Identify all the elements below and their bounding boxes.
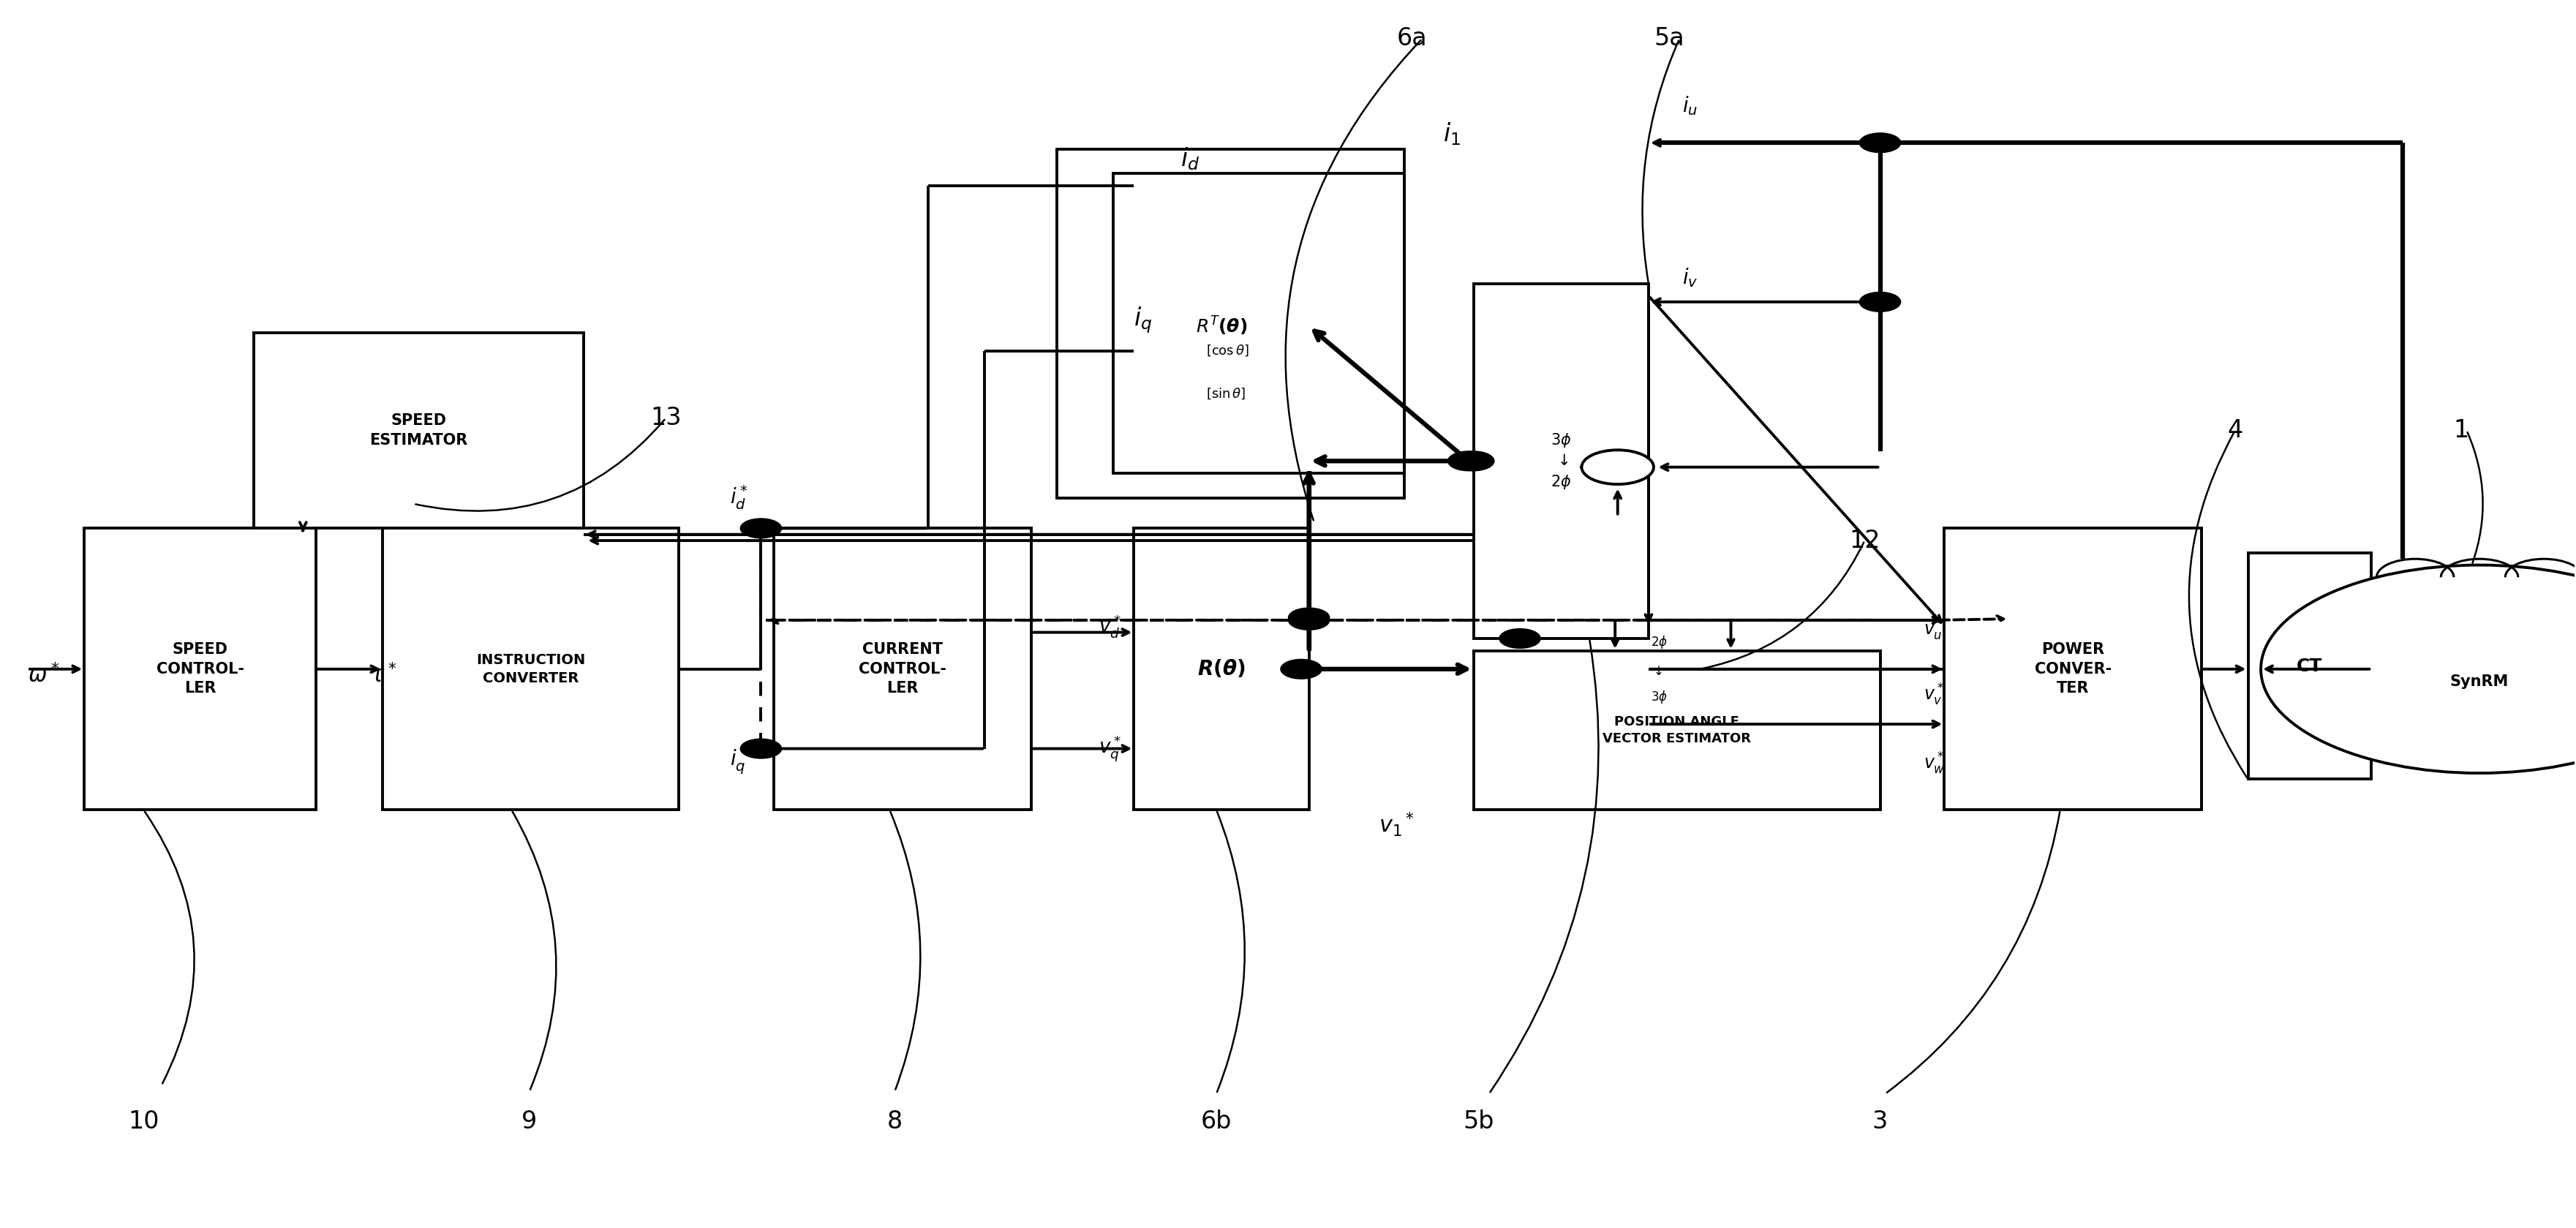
Bar — [1473, 651, 1880, 809]
Text: POSITION ANGLE
VECTOR ESTIMATOR: POSITION ANGLE VECTOR ESTIMATOR — [1602, 715, 1752, 745]
Text: $i_q$: $i_q$ — [1133, 306, 1151, 335]
Text: POWER
CONVER-
TER: POWER CONVER- TER — [2035, 642, 2110, 696]
Text: $[\cos\theta]$: $[\cos\theta]$ — [1206, 344, 1249, 359]
Circle shape — [1288, 610, 1329, 630]
Bar — [1473, 284, 1649, 639]
Text: $i_v$: $i_v$ — [1682, 266, 1698, 289]
Circle shape — [739, 518, 781, 538]
Text: $i_w$: $i_w$ — [1582, 456, 1600, 479]
Text: $\boldsymbol{i_1}$: $\boldsymbol{i_1}$ — [1443, 122, 1461, 147]
Circle shape — [1280, 659, 1321, 679]
Text: SPEED
CONTROL-
LER: SPEED CONTROL- LER — [157, 642, 245, 696]
Text: 12: 12 — [1850, 528, 1880, 553]
Circle shape — [1860, 292, 1901, 312]
Text: SPEED
ESTIMATOR: SPEED ESTIMATOR — [368, 414, 469, 447]
Text: SynRM: SynRM — [2450, 674, 2509, 689]
Text: 5b: 5b — [1463, 1110, 1494, 1133]
Bar — [1133, 528, 1309, 809]
Text: $v_w^*$: $v_w^*$ — [1924, 750, 1945, 776]
Text: $v_q^*$: $v_q^*$ — [1097, 734, 1121, 763]
Bar — [255, 333, 582, 528]
Text: 8: 8 — [886, 1110, 902, 1133]
Text: 4: 4 — [2226, 419, 2241, 442]
Text: INSTRUCTION
CONVERTER: INSTRUCTION CONVERTER — [477, 653, 585, 685]
Text: $\boldsymbol{R^T(\theta)}$: $\boldsymbol{R^T(\theta)}$ — [1195, 316, 1247, 338]
Text: $v_v^*$: $v_v^*$ — [1924, 683, 1945, 707]
Text: $3\phi$
$\downarrow$
$2\phi$: $3\phi$ $\downarrow$ $2\phi$ — [1551, 431, 1571, 491]
Text: 3: 3 — [1873, 1110, 1888, 1133]
Text: $v_d^*$: $v_d^*$ — [1097, 613, 1121, 640]
Circle shape — [2259, 565, 2576, 774]
Text: $i_d$: $i_d$ — [1180, 146, 1200, 172]
Text: $v_u^*$: $v_u^*$ — [1924, 618, 1945, 642]
Bar — [1945, 528, 2200, 809]
Text: 13: 13 — [649, 406, 680, 430]
Circle shape — [1448, 451, 1489, 470]
Text: 10: 10 — [129, 1110, 160, 1133]
Text: $i_q^*$: $i_q^*$ — [729, 745, 747, 776]
Text: 6b: 6b — [1200, 1110, 1231, 1133]
Text: $\boldsymbol{v_1}^*$: $\boldsymbol{v_1}^*$ — [1378, 810, 1414, 839]
Text: $3\phi$: $3\phi$ — [1651, 689, 1667, 705]
Circle shape — [1499, 629, 1540, 648]
Circle shape — [1288, 608, 1329, 628]
Text: CT: CT — [2295, 657, 2321, 675]
Bar — [773, 528, 1030, 809]
Text: $-$: $-$ — [1610, 459, 1623, 474]
Circle shape — [739, 739, 781, 759]
Circle shape — [1860, 133, 1901, 152]
Text: $\tau^*$: $\tau^*$ — [371, 663, 397, 688]
Bar — [2246, 553, 2370, 780]
Bar — [1113, 173, 1404, 473]
Circle shape — [1582, 449, 1654, 484]
Text: 1: 1 — [2452, 419, 2468, 442]
Text: 6a: 6a — [1396, 27, 1427, 50]
Bar — [1133, 185, 1309, 467]
Text: 5a: 5a — [1654, 27, 1685, 50]
Bar — [85, 528, 317, 809]
Text: $\omega^*$: $\omega^*$ — [28, 663, 59, 688]
Circle shape — [1453, 451, 1494, 470]
Text: $2\phi$: $2\phi$ — [1651, 634, 1667, 650]
Text: $\downarrow$: $\downarrow$ — [1651, 664, 1662, 678]
Bar — [1056, 149, 1404, 497]
Text: CURRENT
CONTROL-
LER: CURRENT CONTROL- LER — [858, 642, 945, 696]
Text: $[\sin\theta]$: $[\sin\theta]$ — [1206, 387, 1244, 400]
Bar — [384, 528, 677, 809]
Text: $i_d^*$: $i_d^*$ — [729, 484, 747, 512]
Text: $i_u$: $i_u$ — [1682, 95, 1698, 118]
Text: 9: 9 — [520, 1110, 536, 1133]
Text: $\boldsymbol{R(\theta)}$: $\boldsymbol{R(\theta)}$ — [1198, 658, 1244, 679]
